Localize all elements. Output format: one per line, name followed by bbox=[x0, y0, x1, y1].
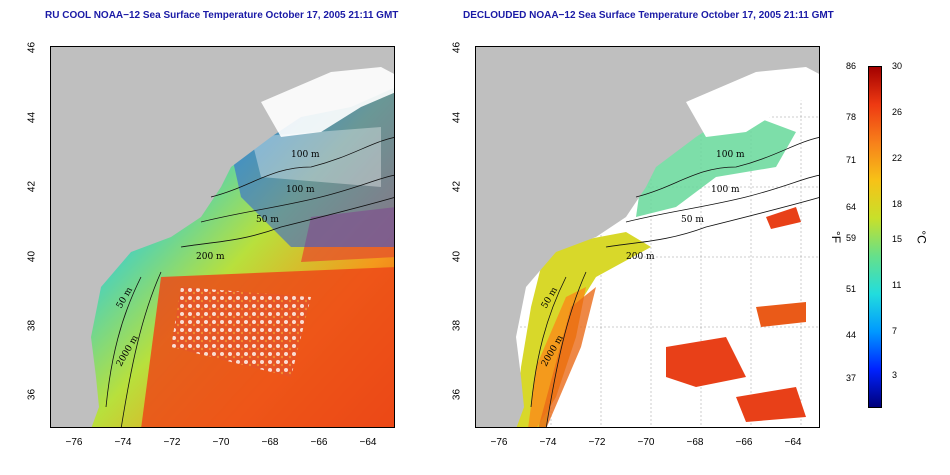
lon-tick: −66 bbox=[310, 437, 328, 448]
contour-label: 100 m bbox=[291, 150, 320, 160]
lon-tick: −68 bbox=[686, 437, 704, 448]
contour-label: 100 m bbox=[716, 150, 745, 160]
celsius-tick: 30 bbox=[892, 61, 903, 71]
lon-tick: −64 bbox=[784, 437, 802, 448]
right-panel-title: DECLOUDED NOAA−12 Sea Surface Temperatur… bbox=[463, 10, 834, 21]
lat-tick: 42 bbox=[26, 180, 38, 193]
lon-tick: −72 bbox=[163, 437, 181, 448]
sst-map-raw-graphic: 100 m 100 m 50 m 200 m 50 m 2000 m bbox=[51, 47, 394, 427]
lon-tick: −74 bbox=[539, 437, 557, 448]
lat-tick: 44 bbox=[26, 111, 38, 124]
lon-tick: −74 bbox=[114, 437, 132, 448]
fahrenheit-tick: 37 bbox=[846, 373, 857, 383]
sst-map-raw: 100 m 100 m 50 m 200 m 50 m 2000 m bbox=[50, 46, 395, 428]
contour-label: 50 m bbox=[256, 215, 279, 225]
celsius-tick: 26 bbox=[892, 107, 903, 117]
lat-tick: 38 bbox=[26, 319, 38, 332]
lat-tick: 46 bbox=[26, 41, 38, 54]
lat-tick: 36 bbox=[451, 388, 463, 401]
lon-tick: −66 bbox=[735, 437, 753, 448]
lat-tick: 38 bbox=[451, 319, 463, 332]
fahrenheit-tick: 44 bbox=[846, 330, 857, 340]
celsius-tick: 18 bbox=[892, 199, 903, 209]
lat-tick: 40 bbox=[26, 250, 38, 263]
celsius-tick: 7 bbox=[892, 326, 898, 336]
lat-tick: 36 bbox=[26, 388, 38, 401]
contour-label: 100 m bbox=[711, 185, 740, 195]
lon-tick: −70 bbox=[212, 437, 230, 448]
sst-map-declouded: 100 m 100 m 50 m 200 m 50 m 2000 m bbox=[475, 46, 820, 428]
fahrenheit-tick: 64 bbox=[846, 202, 857, 212]
lon-tick: −76 bbox=[65, 437, 83, 448]
fahrenheit-tick: 59 bbox=[846, 233, 857, 243]
celsius-unit-label: °C bbox=[914, 230, 929, 244]
lon-tick: −68 bbox=[261, 437, 279, 448]
temperature-colorbar bbox=[868, 66, 882, 408]
fahrenheit-unit-label: °F bbox=[829, 230, 844, 244]
contour-label: 100 m bbox=[286, 185, 315, 195]
contour-label: 200 m bbox=[196, 252, 225, 262]
celsius-tick: 15 bbox=[892, 234, 903, 244]
fahrenheit-tick: 78 bbox=[846, 112, 857, 122]
left-panel-title: RU COOL NOAA−12 Sea Surface Temperature … bbox=[45, 10, 399, 21]
lon-tick: −72 bbox=[588, 437, 606, 448]
celsius-tick: 11 bbox=[892, 280, 902, 290]
lon-tick: −70 bbox=[637, 437, 655, 448]
contour-label: 200 m bbox=[626, 252, 655, 262]
fahrenheit-tick: 71 bbox=[846, 155, 857, 165]
celsius-tick: 3 bbox=[892, 370, 898, 380]
fahrenheit-tick: 86 bbox=[846, 61, 857, 71]
celsius-tick: 22 bbox=[892, 153, 903, 163]
lon-tick: −64 bbox=[359, 437, 377, 448]
lat-tick: 46 bbox=[451, 41, 463, 54]
lat-tick: 40 bbox=[451, 250, 463, 263]
contour-label: 50 m bbox=[681, 215, 704, 225]
lat-tick: 44 bbox=[451, 111, 463, 124]
lat-tick: 42 bbox=[451, 180, 463, 193]
sst-map-declouded-graphic: 100 m 100 m 50 m 200 m 50 m 2000 m bbox=[476, 47, 819, 427]
fahrenheit-tick: 51 bbox=[846, 284, 857, 294]
lon-tick: −76 bbox=[490, 437, 508, 448]
